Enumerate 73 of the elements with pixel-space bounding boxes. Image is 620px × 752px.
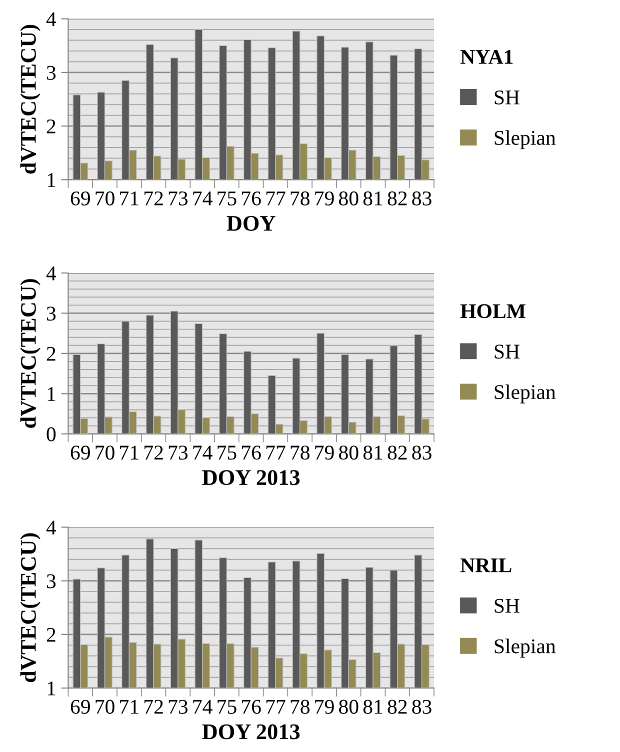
text: SH [494, 344, 520, 359]
y-tick-label: 3 [46, 66, 56, 80]
legend-label: Slepian [494, 638, 556, 658]
y-tick-label: 2 [46, 119, 56, 134]
x-tick-label: 81 [363, 700, 382, 714]
x-tick-label: 78 [290, 191, 310, 206]
x-tick-label: 81 [363, 446, 382, 460]
text: SH [494, 598, 520, 613]
x-tick-label: 79 [315, 700, 334, 714]
x-tick-label: 71 [120, 700, 138, 714]
x-tick-label: 73 [168, 700, 188, 714]
y-tick-label: 3 [46, 574, 56, 588]
y-tick-label: 1 [48, 682, 56, 696]
x-tick-label: 82 [388, 700, 407, 714]
x-tick-label: 70 [96, 191, 114, 206]
x-tick-label: 83 [412, 446, 432, 460]
x-tick-label: 70 [96, 446, 114, 460]
y-axis-title: dVTEC(TECU) [20, 533, 40, 682]
y-tick-label: 3 [46, 306, 56, 321]
x-tick-label: 71 [120, 446, 138, 460]
x-tick-label: 79 [315, 191, 334, 206]
x-tick-label: 73 [168, 191, 188, 206]
x-tick-label: 76 [242, 700, 261, 714]
legend-title: NYA1 [460, 50, 513, 64]
y-tick-label: 4 [46, 12, 56, 26]
x-axis-title: DOY 2013 [202, 470, 300, 486]
y-tick-label: 2 [46, 628, 56, 642]
legend-label: SH [494, 90, 520, 104]
x-tick-label: 75 [218, 192, 236, 206]
x-tick-label: 73 [168, 446, 188, 460]
x-tick-label: 83 [412, 700, 432, 714]
x-tick-label: 75 [218, 446, 236, 460]
x-tick-label: 76 [242, 446, 261, 460]
legend-title: HOLM [460, 304, 526, 318]
x-tick-label: 75 [218, 700, 236, 714]
legend-label: Slepian [494, 130, 556, 150]
legend-label: Slepian [494, 384, 556, 404]
legend-title: NRIL [460, 558, 512, 572]
x-tick-label: 72 [144, 191, 163, 206]
x-tick-label: 69 [70, 191, 90, 206]
x-tick-label: 77 [266, 700, 286, 714]
x-axis-title: DOY 2013 [202, 724, 300, 740]
x-tick-label: 78 [290, 700, 310, 714]
x-tick-label: 77 [266, 446, 286, 460]
x-tick-label: 81 [363, 191, 382, 206]
x-tick-label: 82 [388, 446, 407, 460]
y-axis-title: dVTEC(TECU) [20, 24, 40, 174]
y-tick-label: 0 [46, 427, 56, 442]
x-tick-label: 76 [242, 191, 261, 206]
x-tick-label: 79 [315, 446, 334, 460]
x-tick-label: 74 [193, 700, 212, 714]
x-tick-label: 80 [339, 446, 358, 460]
x-tick-label: 80 [339, 700, 358, 714]
x-tick-label: 72 [144, 446, 163, 460]
x-tick-label: 74 [193, 192, 212, 206]
y-tick-label: 4 [46, 520, 56, 534]
x-tick-label: 69 [70, 700, 90, 714]
x-tick-label: 78 [290, 446, 310, 460]
y-axis-title: dVTEC(TECU) [20, 279, 40, 428]
x-tick-label: 80 [339, 191, 358, 206]
y-tick-label: 1 [48, 387, 56, 401]
y-tick-label: 4 [46, 266, 56, 280]
x-tick-label: 82 [388, 191, 407, 206]
y-tick-label: 2 [46, 346, 56, 361]
x-tick-label: 71 [120, 192, 138, 206]
y-tick-label: 1 [48, 173, 56, 187]
x-axis-title: DOY [226, 216, 276, 231]
x-tick-label: 70 [96, 700, 114, 714]
x-tick-label: 74 [193, 446, 212, 460]
x-tick-label: 72 [144, 700, 163, 714]
x-tick-label: 83 [412, 191, 432, 206]
x-tick-label: 69 [70, 446, 90, 460]
x-tick-label: 77 [266, 192, 286, 206]
